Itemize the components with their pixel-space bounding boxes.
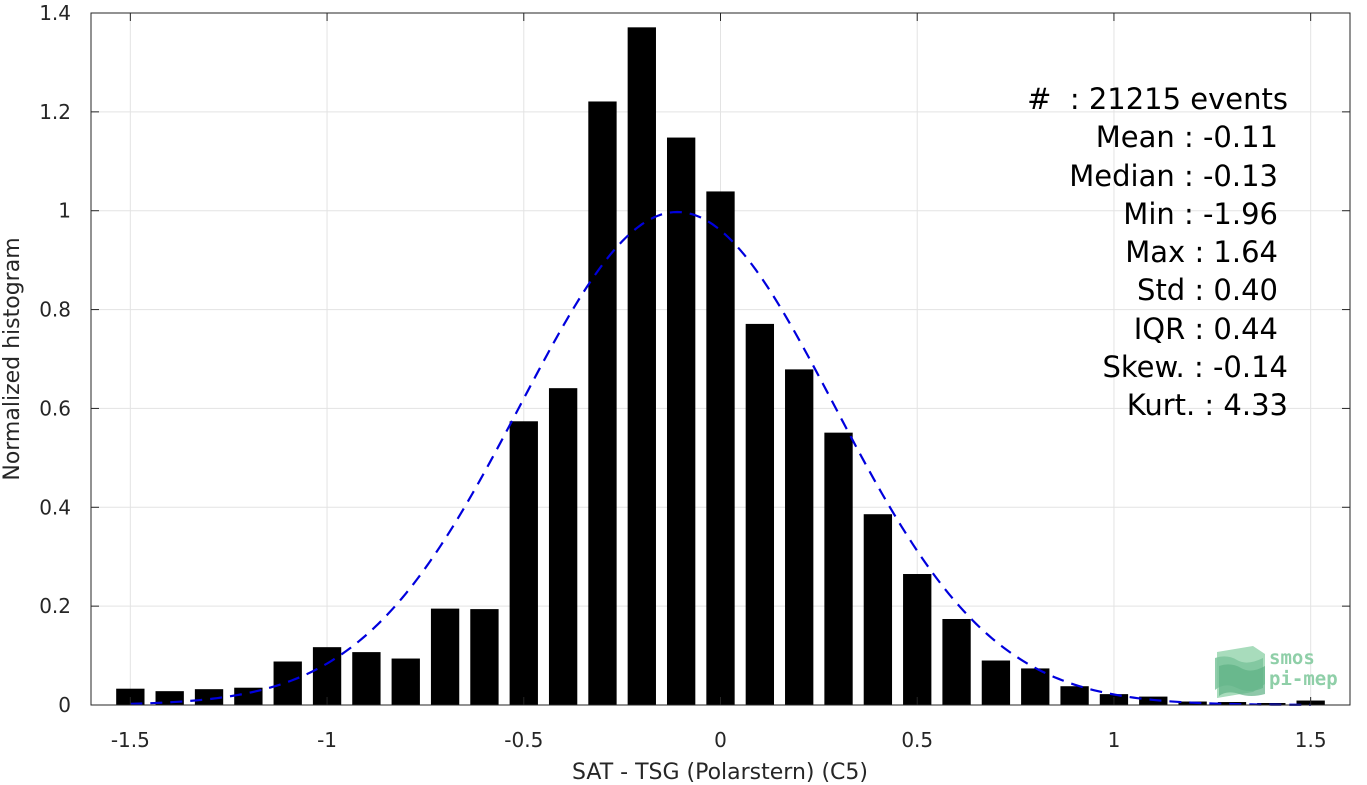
stat-count: # : 21215 events — [1027, 82, 1288, 116]
stat-max: Max : 1.64 — [1125, 235, 1278, 270]
y-tick-label: 0.4 — [39, 495, 71, 519]
x-tick-label: 0.5 — [901, 728, 933, 752]
x-axis-label: SAT - TSG (Polarstern) (C5) — [572, 760, 868, 785]
statistics-panel: # : 21215 events Mean : -0.11 Median : -… — [1027, 80, 1288, 425]
histogram-bar — [863, 514, 893, 705]
stat-skew: Skew. : -0.14 — [1102, 350, 1288, 385]
y-tick-label: 0.2 — [39, 594, 71, 618]
stat-kurt: Kurt. : 4.33 — [1126, 388, 1288, 423]
histogram-bar — [194, 689, 224, 705]
histogram-bar — [981, 660, 1011, 705]
y-tick-label: 0 — [58, 693, 71, 717]
histogram-bar — [1021, 668, 1050, 705]
histogram-bar — [903, 574, 932, 705]
y-tick-label: 0.6 — [39, 396, 71, 420]
logo-text-pimep: pi-mep — [1269, 668, 1338, 690]
histogram-bar — [352, 652, 381, 705]
gaussian-fit-curve — [130, 210, 1311, 706]
histogram-bar — [666, 137, 696, 705]
histogram-bar — [785, 369, 814, 705]
x-axis-ticks: -1.5 -1 -0.5 0 0.5 1 1.5 — [111, 13, 1327, 752]
y-tick-label: 1.4 — [39, 1, 71, 25]
histogram-bar — [273, 661, 302, 705]
x-tick-label: -1 — [317, 728, 337, 752]
x-tick-label: 0 — [714, 728, 727, 752]
stat-mean: Mean : -0.11 — [1095, 120, 1278, 155]
histogram-bar — [1060, 686, 1089, 705]
y-tick-label: 0.8 — [39, 298, 71, 322]
histogram-bar — [312, 647, 342, 705]
y-axis-label: Normalized histogram — [0, 237, 25, 480]
histogram-bar — [588, 101, 617, 705]
histogram-bar — [509, 421, 538, 705]
histogram-bar — [627, 27, 656, 705]
stat-iqr: IQR : 0.44 — [1133, 311, 1278, 346]
x-tick-label: -0.5 — [504, 728, 543, 752]
histogram-bar — [430, 608, 460, 705]
histogram-bar — [824, 432, 853, 705]
histogram-bar — [470, 609, 499, 705]
y-axis-ticks: 0 0.2 0.4 0.6 0.8 1 1.2 1.4 — [39, 1, 1350, 717]
stat-median: Median : -0.13 — [1069, 158, 1278, 193]
x-tick-label: 1.5 — [1295, 728, 1327, 752]
logo-text-smos: smos — [1269, 647, 1315, 669]
histogram-bar — [548, 388, 578, 705]
histogram-bar — [706, 191, 735, 706]
histogram-bar — [745, 323, 775, 705]
histogram-bar — [391, 658, 420, 705]
histogram-bar — [116, 688, 145, 705]
wave-sheets-icon — [1215, 646, 1265, 698]
y-tick-label: 1 — [58, 199, 71, 223]
stat-min: Min : -1.96 — [1123, 196, 1278, 231]
x-tick-label: -1.5 — [111, 728, 150, 752]
y-tick-label: 1.2 — [39, 100, 71, 124]
stat-std: Std : 0.40 — [1137, 273, 1278, 308]
histogram-bar — [942, 618, 971, 705]
x-tick-label: 1 — [1108, 728, 1121, 752]
